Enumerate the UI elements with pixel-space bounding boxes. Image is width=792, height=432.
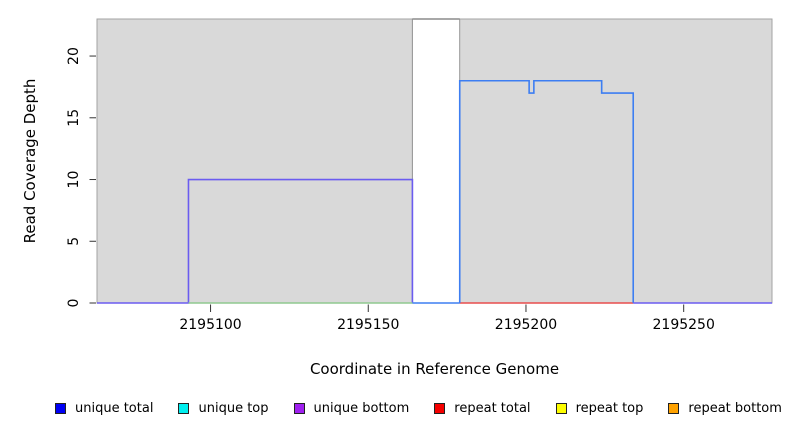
legend-item-unique-total: unique total — [55, 401, 153, 416]
alignment-block-left — [96, 18, 413, 304]
x-tick-label: 2195150 — [337, 317, 399, 333]
series-unique-total-coverage-step — [458, 79, 635, 303]
legend-swatch-icon — [668, 402, 680, 414]
legend-label: repeat top — [575, 400, 644, 416]
y-tick-label: 0 — [66, 299, 82, 308]
legend-swatch-icon — [55, 402, 66, 414]
y-tick-label: 20 — [66, 47, 82, 65]
series-unique-bottom-coverage-step — [97, 178, 414, 304]
legend: unique total unique top unique bottom repea… — [55, 397, 782, 419]
legend-swatch-icon — [434, 402, 446, 414]
legend-swatch-icon — [293, 402, 305, 414]
legend-label: repeat bottom — [688, 400, 782, 416]
x-tick-label: 2195100 — [179, 317, 241, 333]
alignment-block-right — [459, 18, 773, 304]
legend-label: unique total — [75, 400, 154, 416]
y-tick-label: 5 — [66, 237, 82, 246]
legend-label: repeat total — [454, 400, 531, 416]
legend-item-unique-bottom: unique bottom — [293, 400, 410, 416]
x-tick-label: 2195200 — [495, 317, 557, 333]
x-axis-title: Coordinate in Reference Genome — [309, 360, 560, 378]
legend-swatch-icon — [178, 402, 190, 414]
legend-item-unique-top: unique top — [178, 400, 269, 416]
y-tick-label: 10 — [66, 171, 82, 189]
y-axis-title: Read Coverage Depth — [21, 78, 39, 244]
legend-label: unique bottom — [313, 400, 410, 416]
legend-label: unique top — [198, 400, 269, 416]
legend-item-repeat-total: repeat total — [434, 400, 531, 416]
legend-swatch-icon — [555, 402, 567, 414]
gap-block — [411, 18, 461, 304]
y-tick-label: 15 — [66, 109, 82, 127]
legend-item-repeat-bottom: repeat bottom — [668, 401, 782, 416]
legend-item-repeat-top: repeat top — [555, 400, 644, 416]
x-tick-label: 2195250 — [653, 317, 715, 333]
